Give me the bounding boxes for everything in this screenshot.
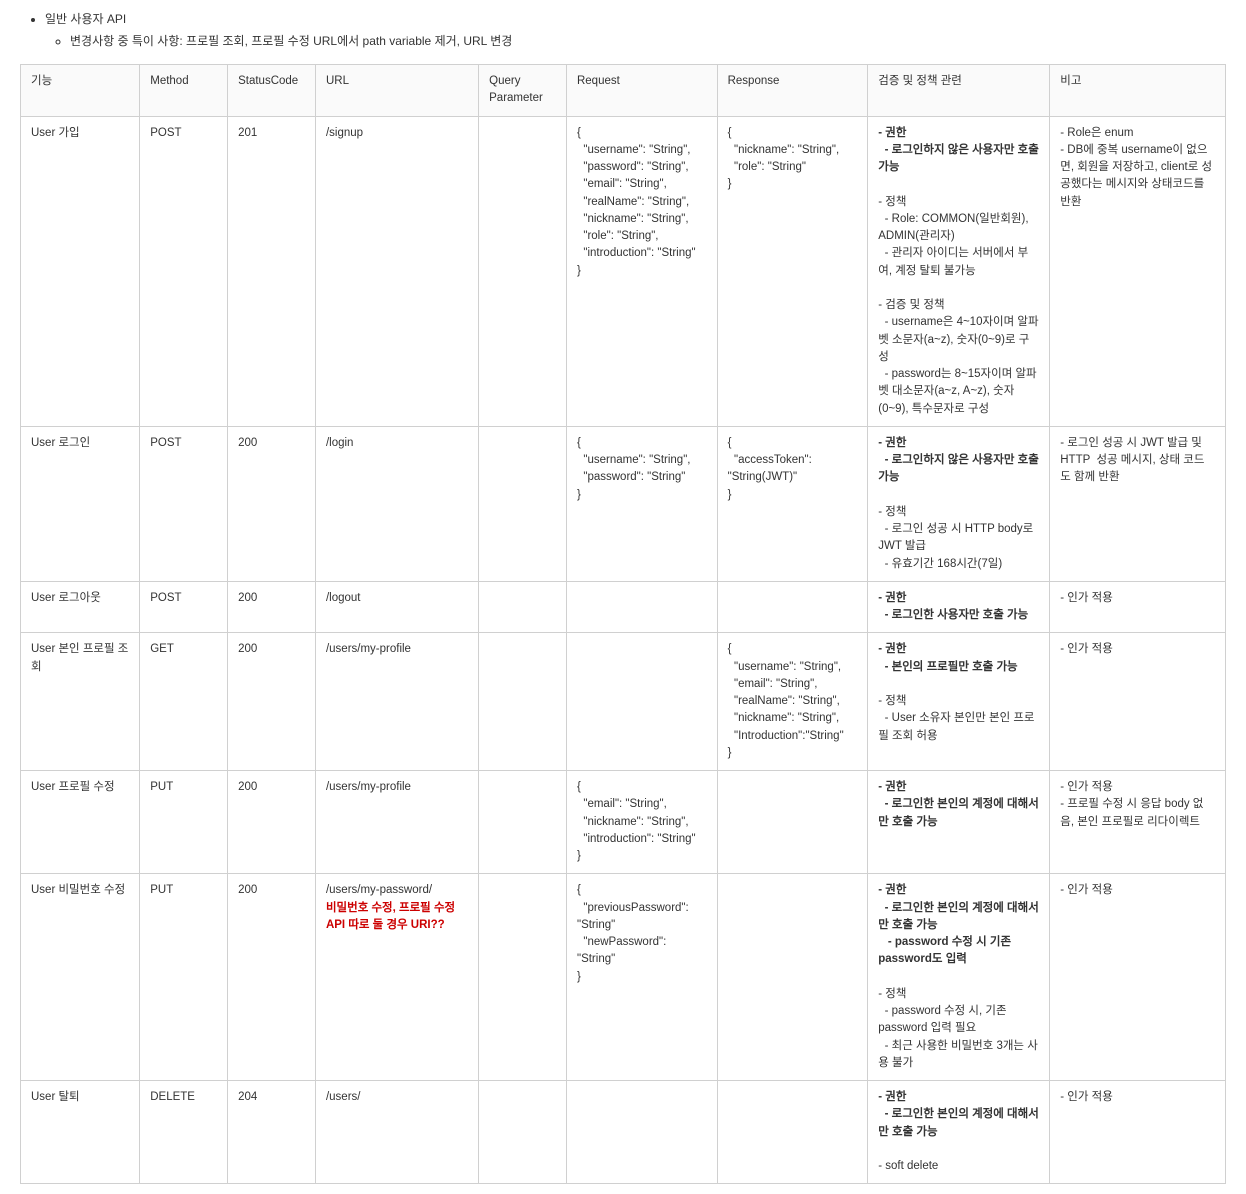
cell-url: /logout: [315, 581, 478, 633]
cell-query: [479, 581, 567, 633]
api-table: 기능 Method StatusCode URL Query Parameter…: [20, 64, 1226, 1184]
cell-status: 201: [228, 116, 316, 426]
cell-method: PUT: [140, 771, 228, 874]
cell-method: POST: [140, 581, 228, 633]
cell-request: [566, 633, 717, 771]
cell-policy: - 권한 - 로그인하지 않은 사용자만 호출 가능 - 정책 - 로그인 성공…: [868, 426, 1050, 581]
cell-status: 200: [228, 633, 316, 771]
table-body: User 가입POST201/signup{ "username": "Stri…: [21, 116, 1226, 1184]
cell-status: 204: [228, 1081, 316, 1184]
cell-method: GET: [140, 633, 228, 771]
cell-query: [479, 116, 567, 426]
header-title-text: 일반 사용자 API: [45, 12, 126, 26]
col-header: Response: [717, 65, 868, 117]
cell-method: POST: [140, 426, 228, 581]
cell-method: DELETE: [140, 1081, 228, 1184]
cell-response: [717, 874, 868, 1081]
cell-request: { "username": "String", "password": "Str…: [566, 116, 717, 426]
cell-url: /users/my-password/ 비밀번호 수정, 프로필 수정 API …: [315, 874, 478, 1081]
cell-query: [479, 426, 567, 581]
col-header: 비고: [1050, 65, 1226, 117]
header-sublist: 변경사항 중 특이 사항: 프로필 조회, 프로필 수정 URL에서 path …: [45, 32, 1226, 49]
table-row: User 로그아웃POST200/logout - 권한 - 로그인한 사용자만 …: [21, 581, 1226, 633]
cell-func: User 로그인: [21, 426, 140, 581]
cell-policy: - 권한 - 로그인하지 않은 사용자만 호출 가능 - 정책 - Role: …: [868, 116, 1050, 426]
cell-url: /signup: [315, 116, 478, 426]
cell-url: /login: [315, 426, 478, 581]
col-header: StatusCode: [228, 65, 316, 117]
cell-policy: - 권한 - 본인의 프로필만 호출 가능 - 정책 - User 소유자 본인…: [868, 633, 1050, 771]
col-header: 기능: [21, 65, 140, 117]
col-header: URL: [315, 65, 478, 117]
cell-func: User 탈퇴: [21, 1081, 140, 1184]
cell-note: - 인가 적용 - 프로필 수정 시 응답 body 없음, 본인 프로필로 리…: [1050, 771, 1226, 874]
header-title: 일반 사용자 API 변경사항 중 특이 사항: 프로필 조회, 프로필 수정 …: [45, 10, 1226, 49]
cell-policy: - 권한 - 로그인한 본인의 계정에 대해서만 호출 가능 - passwor…: [868, 874, 1050, 1081]
cell-response: { "username": "String", "email": "String…: [717, 633, 868, 771]
cell-func: User 프로필 수정: [21, 771, 140, 874]
cell-response: { "accessToken": "String(JWT)" }: [717, 426, 868, 581]
cell-url: /users/my-profile: [315, 633, 478, 771]
table-row: User 프로필 수정PUT200/users/my-profile { "ema…: [21, 771, 1226, 874]
cell-note: - 로그인 성공 시 JWT 발급 및 HTTP 성공 메시지, 상태 코드도 …: [1050, 426, 1226, 581]
cell-status: 200: [228, 581, 316, 633]
cell-func: User 본인 프로필 조회: [21, 633, 140, 771]
col-header: Method: [140, 65, 228, 117]
cell-policy: - 권한 - 로그인한 본인의 계정에 대해서만 호출 가능 - soft de…: [868, 1081, 1050, 1184]
cell-request: [566, 1081, 717, 1184]
cell-func: User 가입: [21, 116, 140, 426]
cell-url: /users/: [315, 1081, 478, 1184]
cell-policy: - 권한 - 로그인한 사용자만 호출 가능: [868, 581, 1050, 633]
cell-request: { "email": "String", "nickname": "String…: [566, 771, 717, 874]
cell-note: - 인가 적용: [1050, 581, 1226, 633]
cell-response: [717, 581, 868, 633]
table-row: User 본인 프로필 조회GET200/users/my-profile { "…: [21, 633, 1226, 771]
col-header: Query Parameter: [479, 65, 567, 117]
cell-request: { "previousPassword": "String" "newPassw…: [566, 874, 717, 1081]
cell-request: { "username": "String", "password": "Str…: [566, 426, 717, 581]
cell-query: [479, 633, 567, 771]
cell-note: - 인가 적용: [1050, 874, 1226, 1081]
cell-method: POST: [140, 116, 228, 426]
cell-request: [566, 581, 717, 633]
cell-status: 200: [228, 771, 316, 874]
cell-method: PUT: [140, 874, 228, 1081]
table-row: User 로그인POST200/login { "username": "Stri…: [21, 426, 1226, 581]
col-header: 검증 및 정책 관련: [868, 65, 1050, 117]
cell-note: - Role은 enum - DB에 중복 username이 없으면, 회원을…: [1050, 116, 1226, 426]
cell-response: [717, 771, 868, 874]
cell-note: - 인가 적용: [1050, 633, 1226, 771]
cell-response: { "nickname": "String", "role": "String"…: [717, 116, 868, 426]
cell-func: User 비밀번호 수정: [21, 874, 140, 1081]
cell-response: [717, 1081, 868, 1184]
header-subtitle: 변경사항 중 특이 사항: 프로필 조회, 프로필 수정 URL에서 path …: [70, 32, 1226, 49]
table-row: User 비밀번호 수정PUT200/users/my-password/ 비밀…: [21, 874, 1226, 1081]
col-header: Request: [566, 65, 717, 117]
header-list: 일반 사용자 API 변경사항 중 특이 사항: 프로필 조회, 프로필 수정 …: [20, 10, 1226, 49]
cell-func: User 로그아웃: [21, 581, 140, 633]
table-row: User 가입POST201/signup { "username": "Stri…: [21, 116, 1226, 426]
cell-query: [479, 1081, 567, 1184]
cell-query: [479, 874, 567, 1081]
cell-status: 200: [228, 426, 316, 581]
table-row: User 탈퇴DELETE204/users/ - 권한 - 로그인한 본인의 계…: [21, 1081, 1226, 1184]
cell-url: /users/my-profile: [315, 771, 478, 874]
table-header-row: 기능 Method StatusCode URL Query Parameter…: [21, 65, 1226, 117]
cell-note: - 인가 적용: [1050, 1081, 1226, 1184]
cell-policy: - 권한 - 로그인한 본인의 계정에 대해서만 호출 가능: [868, 771, 1050, 874]
cell-status: 200: [228, 874, 316, 1081]
cell-query: [479, 771, 567, 874]
